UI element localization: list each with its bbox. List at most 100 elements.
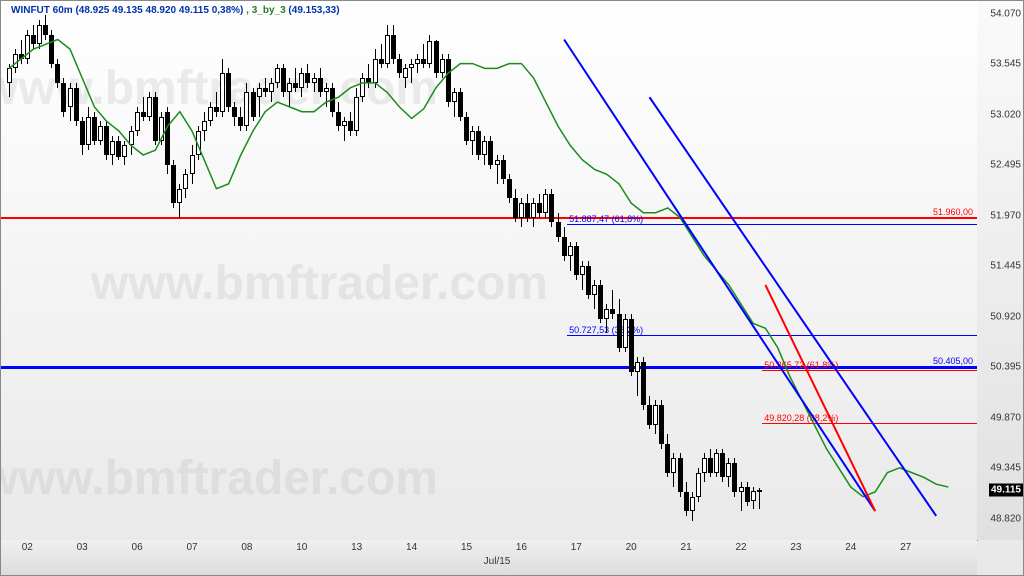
candle[interactable] <box>318 1 323 540</box>
candle[interactable] <box>714 1 719 540</box>
candle[interactable] <box>757 1 762 540</box>
candle[interactable] <box>324 1 329 540</box>
candle[interactable] <box>629 1 634 540</box>
candle[interactable] <box>488 1 493 540</box>
horizontal-line[interactable] <box>762 423 977 424</box>
candle[interactable] <box>501 1 506 540</box>
candle[interactable] <box>464 1 469 540</box>
candle[interactable] <box>610 1 615 540</box>
candle[interactable] <box>720 1 725 540</box>
candle[interactable] <box>177 1 182 540</box>
candle[interactable] <box>678 1 683 540</box>
candle[interactable] <box>525 1 530 540</box>
candle[interactable] <box>312 1 317 540</box>
candle[interactable] <box>641 1 646 540</box>
candle[interactable] <box>495 1 500 540</box>
candle[interactable] <box>263 1 268 540</box>
candle[interactable] <box>739 1 744 540</box>
candle[interactable] <box>165 1 170 540</box>
candle[interactable] <box>129 1 134 540</box>
candle[interactable] <box>80 1 85 540</box>
candle[interactable] <box>360 1 365 540</box>
candle[interactable] <box>7 1 12 540</box>
candle[interactable] <box>684 1 689 540</box>
candle[interactable] <box>537 1 542 540</box>
candle[interactable] <box>440 1 445 540</box>
candle[interactable] <box>446 1 451 540</box>
candle[interactable] <box>238 1 243 540</box>
candle[interactable] <box>110 1 115 540</box>
candle[interactable] <box>171 1 176 540</box>
candle[interactable] <box>92 1 97 540</box>
candle[interactable] <box>562 1 567 540</box>
candle[interactable] <box>196 1 201 540</box>
candle[interactable] <box>19 1 24 540</box>
candle[interactable] <box>202 1 207 540</box>
candle[interactable] <box>671 1 676 540</box>
candle[interactable] <box>275 1 280 540</box>
candle[interactable] <box>220 1 225 540</box>
candle[interactable] <box>49 1 54 540</box>
candle[interactable] <box>232 1 237 540</box>
candle[interactable] <box>623 1 628 540</box>
candle[interactable] <box>476 1 481 540</box>
candle[interactable] <box>665 1 670 540</box>
candle[interactable] <box>574 1 579 540</box>
candle[interactable] <box>336 1 341 540</box>
candle[interactable] <box>244 1 249 540</box>
candle[interactable] <box>25 1 30 540</box>
candle[interactable] <box>434 1 439 540</box>
candle[interactable] <box>147 1 152 540</box>
candle[interactable] <box>86 1 91 540</box>
candle[interactable] <box>37 1 42 540</box>
candle[interactable] <box>507 1 512 540</box>
candle[interactable] <box>122 1 127 540</box>
candle[interactable] <box>281 1 286 540</box>
candle[interactable] <box>598 1 603 540</box>
trend-line[interactable] <box>765 285 875 511</box>
candle[interactable] <box>293 1 298 540</box>
candle[interactable] <box>342 1 347 540</box>
candle[interactable] <box>104 1 109 540</box>
candle[interactable] <box>330 1 335 540</box>
candle[interactable] <box>183 1 188 540</box>
candle[interactable] <box>427 1 432 540</box>
candle[interactable] <box>153 1 158 540</box>
candle[interactable] <box>403 1 408 540</box>
candle[interactable] <box>415 1 420 540</box>
candle[interactable] <box>159 1 164 540</box>
candle[interactable] <box>549 1 554 540</box>
candle[interactable] <box>141 1 146 540</box>
candle[interactable] <box>592 1 597 540</box>
candle[interactable] <box>397 1 402 540</box>
candle[interactable] <box>43 1 48 540</box>
candle[interactable] <box>745 1 750 540</box>
candle[interactable] <box>269 1 274 540</box>
candle[interactable] <box>732 1 737 540</box>
candle[interactable] <box>635 1 640 540</box>
candle[interactable] <box>690 1 695 540</box>
candle[interactable] <box>13 1 18 540</box>
candle[interactable] <box>513 1 518 540</box>
candle[interactable] <box>251 1 256 540</box>
candle[interactable] <box>379 1 384 540</box>
candle[interactable] <box>556 1 561 540</box>
candle[interactable] <box>531 1 536 540</box>
candle[interactable] <box>61 1 66 540</box>
candle[interactable] <box>470 1 475 540</box>
candle[interactable] <box>568 1 573 540</box>
candle[interactable] <box>708 1 713 540</box>
candle[interactable] <box>373 1 378 540</box>
candle[interactable] <box>458 1 463 540</box>
candle[interactable] <box>190 1 195 540</box>
candle[interactable] <box>31 1 36 540</box>
candle[interactable] <box>696 1 701 540</box>
candle[interactable] <box>98 1 103 540</box>
candle[interactable] <box>366 1 371 540</box>
candle[interactable] <box>409 1 414 540</box>
candle[interactable] <box>659 1 664 540</box>
candle[interactable] <box>55 1 60 540</box>
candle[interactable] <box>751 1 756 540</box>
candle[interactable] <box>208 1 213 540</box>
candle[interactable] <box>543 1 548 540</box>
